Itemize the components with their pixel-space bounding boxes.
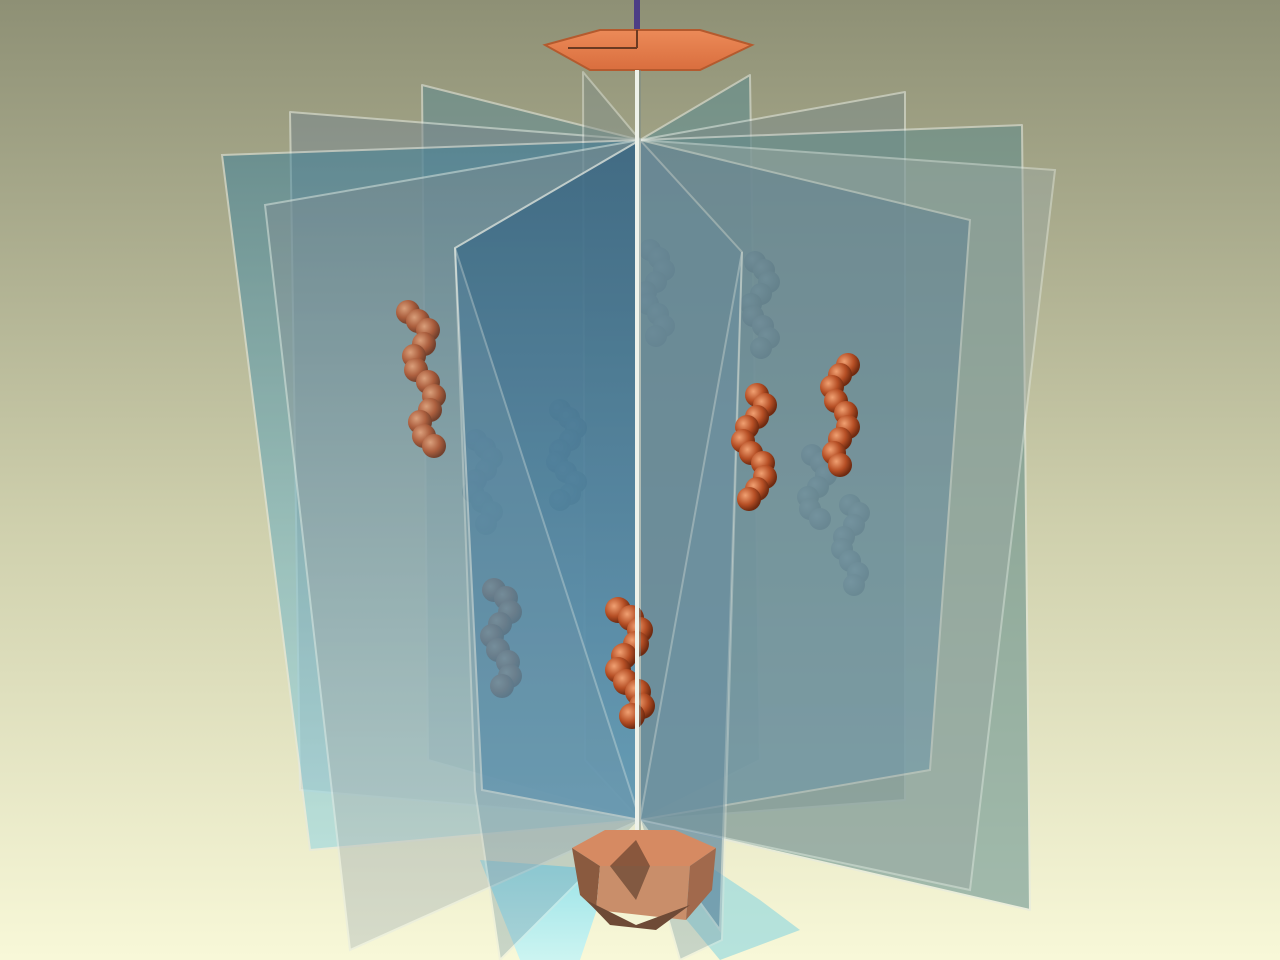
floor-glow xyxy=(480,860,610,960)
helix xyxy=(396,300,446,458)
hexagon-top-face xyxy=(572,830,716,866)
helix-group-front xyxy=(605,353,860,729)
helix xyxy=(731,383,777,511)
helix xyxy=(605,597,655,729)
hexagon-side-front xyxy=(596,866,690,920)
bottom-hexagon xyxy=(572,830,716,930)
top-hexagon xyxy=(542,29,755,71)
glass-plate-edge xyxy=(638,251,743,960)
hexagon-side-right xyxy=(686,848,716,920)
helix xyxy=(820,353,860,477)
axis-rod xyxy=(634,0,640,48)
hexagon-side-left xyxy=(572,848,600,910)
hexagon-shadow xyxy=(610,840,650,900)
glass-plate-edge xyxy=(454,247,642,960)
hexagon-bottom xyxy=(586,900,690,930)
